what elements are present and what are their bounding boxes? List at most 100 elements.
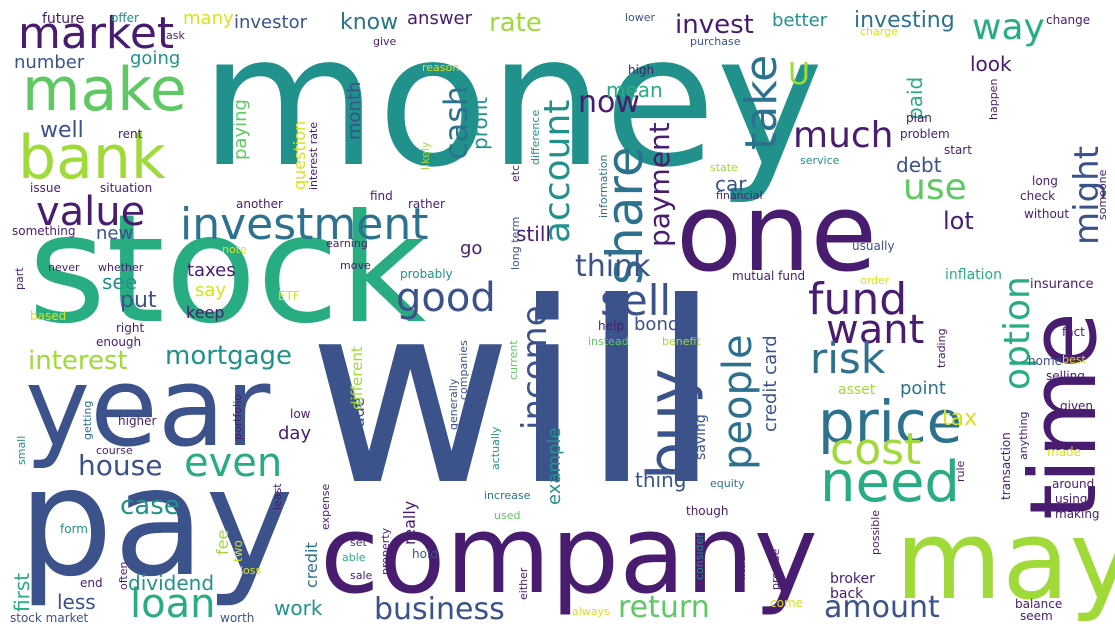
word-pay: pay (18, 436, 294, 610)
word-bank: bank (18, 123, 166, 193)
word-companies: companies (457, 340, 470, 400)
word-though: though (686, 504, 729, 518)
word-interest-rate: interest rate (307, 121, 320, 190)
word-inflation: inflation (945, 267, 1002, 283)
word-note: note (222, 243, 247, 256)
word-say: say (195, 280, 227, 301)
word-think: think (575, 249, 651, 284)
word-paying: paying (230, 99, 251, 160)
word-investor: investor (234, 12, 307, 33)
word-least: least (271, 483, 284, 510)
word-will: will (308, 249, 721, 540)
word-around: around (1052, 477, 1095, 491)
word-loan: loan (130, 581, 216, 627)
word-probably: probably (400, 267, 453, 281)
word-issue: issue (30, 181, 61, 195)
word-investment: investment (180, 199, 429, 250)
word-without: without (1024, 207, 1070, 221)
word-rather: rather (408, 197, 445, 211)
word-equity: equity (710, 477, 745, 490)
word-question: question (290, 120, 309, 190)
word-payment: payment (643, 122, 676, 247)
word-really: really (400, 500, 419, 545)
word-car: car (715, 172, 747, 196)
word-go: go (460, 238, 483, 259)
word-sell: sell (600, 276, 672, 325)
word-loss: loss (240, 564, 262, 577)
word-form: form (60, 522, 88, 536)
word-high: high (628, 63, 655, 77)
word-always: always (572, 605, 610, 618)
word-credit: credit (302, 542, 321, 588)
word-debt: debt (896, 153, 942, 177)
word-little: little (735, 555, 748, 580)
word-less: less (57, 590, 96, 614)
word-financial: financial (716, 189, 763, 202)
word-portfolio: portfolio (231, 394, 244, 440)
word-likely: likely (419, 141, 432, 170)
word-good: good (396, 275, 496, 321)
word-find: find (370, 189, 393, 203)
word-service: service (800, 154, 840, 167)
word-new: new (96, 223, 134, 244)
word-see: see (102, 270, 138, 294)
word-made: made (1047, 445, 1082, 459)
word-seem: seem (1020, 609, 1053, 623)
word-able: able (342, 551, 366, 564)
word-order: order (860, 274, 890, 287)
word-keep: keep (186, 303, 225, 322)
word-answer: answer (407, 8, 473, 29)
word-situation: situation (100, 181, 153, 195)
word-enough: enough (96, 335, 142, 349)
word-people: people (715, 334, 761, 470)
word-example: example (544, 427, 565, 505)
word-offer: offer (111, 11, 139, 25)
word-cost: cost (830, 424, 922, 475)
word-lower: lower (625, 11, 656, 24)
word-property: property (379, 527, 392, 575)
word-worth: worth (220, 611, 255, 625)
word-better: better (772, 10, 828, 31)
word-earning: earning (326, 237, 368, 250)
word-whether: whether (98, 261, 144, 274)
word-plan: plan (906, 111, 932, 125)
word-hold: hold (412, 547, 438, 561)
word-course: course (96, 444, 133, 457)
word-still: still (516, 222, 551, 246)
word-bond: bond (634, 314, 680, 335)
word-someone: someone (1096, 169, 1109, 220)
word-making: making (1055, 507, 1100, 521)
word-know: know (340, 10, 399, 35)
word-year: year (25, 343, 271, 471)
word-purchase: purchase (690, 35, 741, 48)
word-home: home (1028, 354, 1063, 368)
word-mortgage: mortgage (165, 341, 293, 371)
word-broker: broker (830, 571, 875, 587)
word-way: way (972, 7, 1045, 48)
word-given: given (1060, 399, 1094, 413)
word-work: work (274, 596, 323, 620)
word-move: move (340, 259, 371, 272)
word-usually: usually (852, 239, 895, 253)
word-market: market (18, 8, 175, 59)
word-never: never (48, 261, 80, 274)
word-reason: reason (422, 61, 460, 74)
word-low: low (290, 407, 311, 421)
word-buy: buy (635, 368, 705, 480)
word-etc: etc (509, 164, 522, 182)
word-part: part (13, 267, 26, 290)
word-increase: increase (484, 489, 531, 502)
word-used: used (494, 509, 521, 522)
word-value: value (36, 189, 146, 235)
word-day: day (278, 423, 312, 444)
word-either: either (517, 567, 530, 600)
word-rent: rent (118, 127, 143, 141)
word-fee: fee (213, 529, 232, 555)
word-taxes: taxes (187, 260, 236, 281)
word-difference: difference (529, 109, 542, 165)
word-much: much (793, 115, 894, 156)
word-state: state (710, 161, 738, 174)
word-start: start (944, 143, 972, 157)
word-amount: amount (824, 590, 940, 625)
